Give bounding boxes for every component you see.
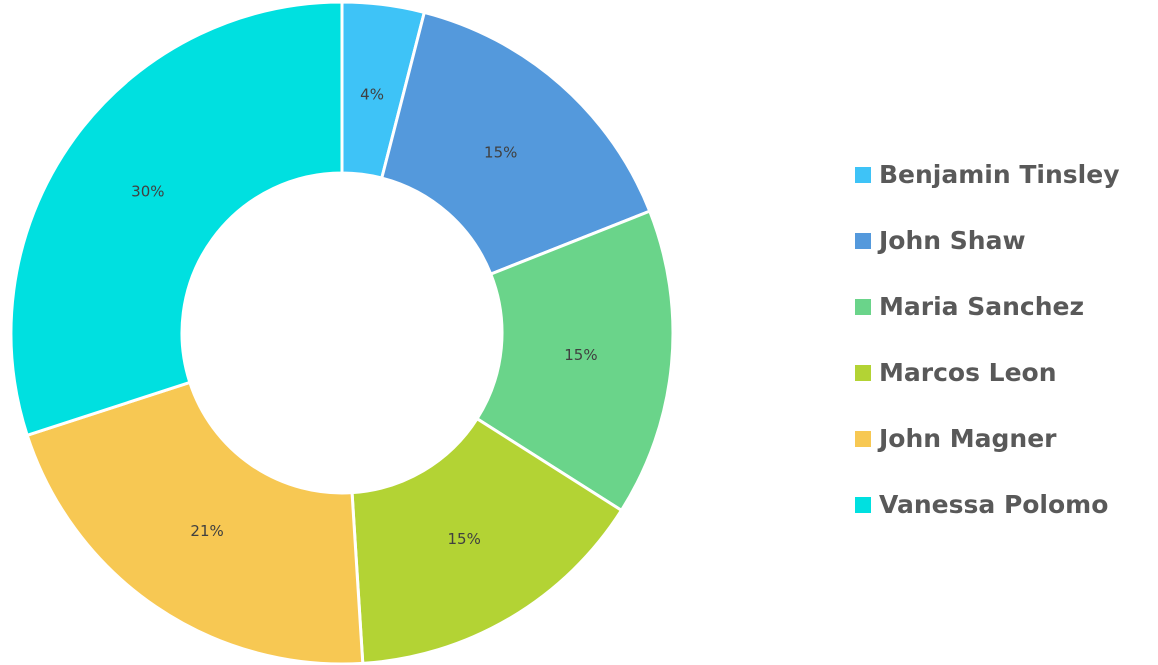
legend-swatch xyxy=(855,431,871,447)
legend-swatch xyxy=(855,497,871,513)
legend-label: John Magner xyxy=(877,424,1057,453)
legend-swatch xyxy=(855,299,871,315)
legend-swatch xyxy=(855,167,871,183)
legend-label: Marcos Leon xyxy=(879,358,1057,387)
donut-slice xyxy=(25,380,365,665)
donut-slice xyxy=(9,0,344,438)
legend-label: Benjamin Tinsley xyxy=(879,160,1120,189)
legend-label: John Shaw xyxy=(877,226,1026,255)
data-label: 15% xyxy=(484,143,517,161)
data-label: 4% xyxy=(360,85,384,103)
data-label: 15% xyxy=(564,346,597,364)
legend-swatch xyxy=(855,233,871,249)
data-label: 21% xyxy=(190,522,223,540)
legend-swatch xyxy=(855,365,871,381)
donut-slice xyxy=(475,209,675,513)
donut-slice xyxy=(379,10,652,277)
legend-label: Maria Sanchez xyxy=(879,292,1084,321)
legend-label: Vanessa Polomo xyxy=(879,490,1108,519)
data-label: 30% xyxy=(131,182,164,200)
donut-slice xyxy=(350,416,624,665)
data-label: 15% xyxy=(447,530,480,548)
